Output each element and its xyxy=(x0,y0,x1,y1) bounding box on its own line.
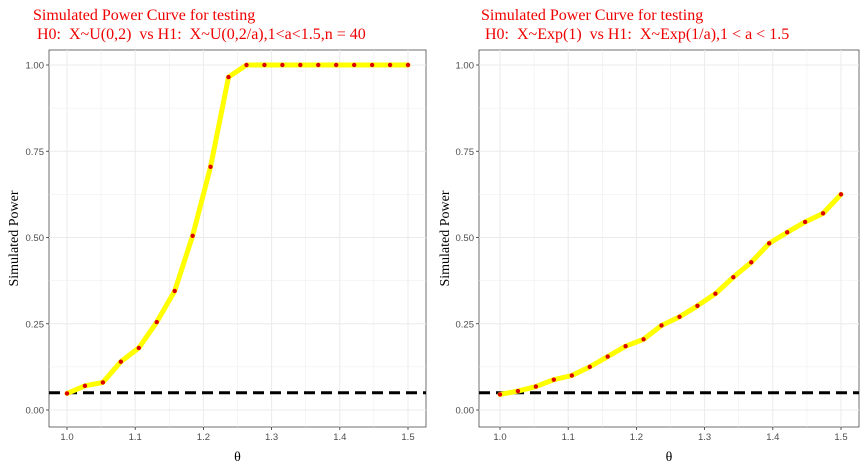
data-point xyxy=(713,291,718,296)
x-tick-label: 1.5 xyxy=(401,432,414,443)
data-point xyxy=(623,343,628,349)
x-tick-label: 1.2 xyxy=(197,432,210,443)
plot-panel xyxy=(478,49,860,428)
x-tick-label: 1.4 xyxy=(766,432,779,443)
data-point xyxy=(262,62,267,68)
x-tick-label: 1.1 xyxy=(562,432,575,443)
data-point xyxy=(280,62,285,68)
data-point xyxy=(387,62,393,68)
data-points xyxy=(497,192,844,397)
x-tick-label: 1.5 xyxy=(834,432,847,443)
data-point xyxy=(695,303,700,309)
y-axis-ticks: 0.00 0.25 0.50 0.75 1.00 xyxy=(456,61,479,417)
chart-title-line2: H0: X~Exp(1) vs H1: X~Exp(1/a),1 < a < 1… xyxy=(481,26,789,43)
data-point xyxy=(497,392,503,397)
y-tick-label: 0.00 xyxy=(26,406,45,417)
data-point xyxy=(190,233,195,238)
power-curve-line xyxy=(64,62,411,396)
data-point xyxy=(100,380,106,385)
gridlines xyxy=(49,50,426,427)
y-axis-label: Simulated Power xyxy=(438,190,453,286)
data-point xyxy=(659,323,664,328)
power-curve-exponential-panel: Simulated Power Curve for testing H0: X~… xyxy=(438,7,860,465)
data-point xyxy=(569,373,575,378)
chart-title-line1: Simulated Power Curve for testing xyxy=(481,7,703,24)
data-point xyxy=(172,288,177,294)
data-point xyxy=(298,62,303,68)
data-point xyxy=(551,377,557,382)
data-point xyxy=(64,391,70,396)
y-axis-ticks: 0.00 0.25 0.50 0.75 1.00 xyxy=(26,61,49,417)
x-tick-label: 1.0 xyxy=(493,432,506,443)
y-tick-label: 0.25 xyxy=(26,319,45,330)
x-tick-label: 1.0 xyxy=(60,432,73,443)
x-axis-label: θ xyxy=(666,450,673,465)
power-curve-line xyxy=(497,191,844,397)
x-tick-label: 1.2 xyxy=(630,432,643,443)
data-point xyxy=(369,62,375,68)
x-axis-ticks: 1.0 1.1 1.2 1.3 1.4 1.5 xyxy=(60,427,415,443)
data-point xyxy=(136,345,142,351)
data-point xyxy=(208,164,213,169)
x-tick-label: 1.3 xyxy=(698,432,711,443)
x-tick-label: 1.3 xyxy=(265,432,278,443)
data-points xyxy=(64,62,411,396)
data-point xyxy=(316,62,321,68)
y-tick-label: 0.00 xyxy=(456,406,475,417)
data-point xyxy=(802,219,808,225)
y-tick-label: 1.00 xyxy=(456,61,475,72)
data-point xyxy=(766,241,772,246)
data-point xyxy=(154,319,159,325)
y-tick-label: 0.75 xyxy=(26,147,45,158)
data-point xyxy=(731,274,736,280)
data-point xyxy=(587,364,592,370)
data-point xyxy=(244,62,249,68)
data-point xyxy=(820,211,826,216)
data-point xyxy=(641,337,646,342)
data-point xyxy=(838,192,844,197)
chart-title-line2: H0: X~U(0,2) vs H1: X~U(0,2/a),1<a<1.5,n… xyxy=(33,26,366,43)
y-tick-label: 0.50 xyxy=(26,233,45,244)
data-point xyxy=(333,62,339,68)
y-tick-label: 0.50 xyxy=(456,233,475,244)
x-tick-label: 1.1 xyxy=(129,432,142,443)
data-point xyxy=(784,230,790,235)
data-point xyxy=(226,74,231,80)
data-point xyxy=(533,384,539,389)
data-point xyxy=(351,62,357,68)
y-tick-label: 0.25 xyxy=(456,319,475,330)
data-point xyxy=(82,383,88,389)
power-curve-uniform-panel: Simulated Power Curve for testing H0: X~… xyxy=(7,7,427,465)
chart-title-line1: Simulated Power Curve for testing xyxy=(33,7,255,24)
y-tick-label: 1.00 xyxy=(26,61,45,72)
y-tick-label: 0.75 xyxy=(456,147,475,158)
data-point xyxy=(118,359,124,364)
x-axis-label: θ xyxy=(234,450,241,465)
data-point xyxy=(515,388,521,394)
x-axis-ticks: 1.0 1.1 1.2 1.3 1.4 1.5 xyxy=(493,427,848,443)
data-point xyxy=(605,354,610,359)
data-point xyxy=(677,314,682,320)
data-point xyxy=(749,260,754,265)
y-axis-label: Simulated Power xyxy=(7,190,22,286)
data-point xyxy=(405,62,411,68)
x-tick-label: 1.4 xyxy=(333,432,346,443)
